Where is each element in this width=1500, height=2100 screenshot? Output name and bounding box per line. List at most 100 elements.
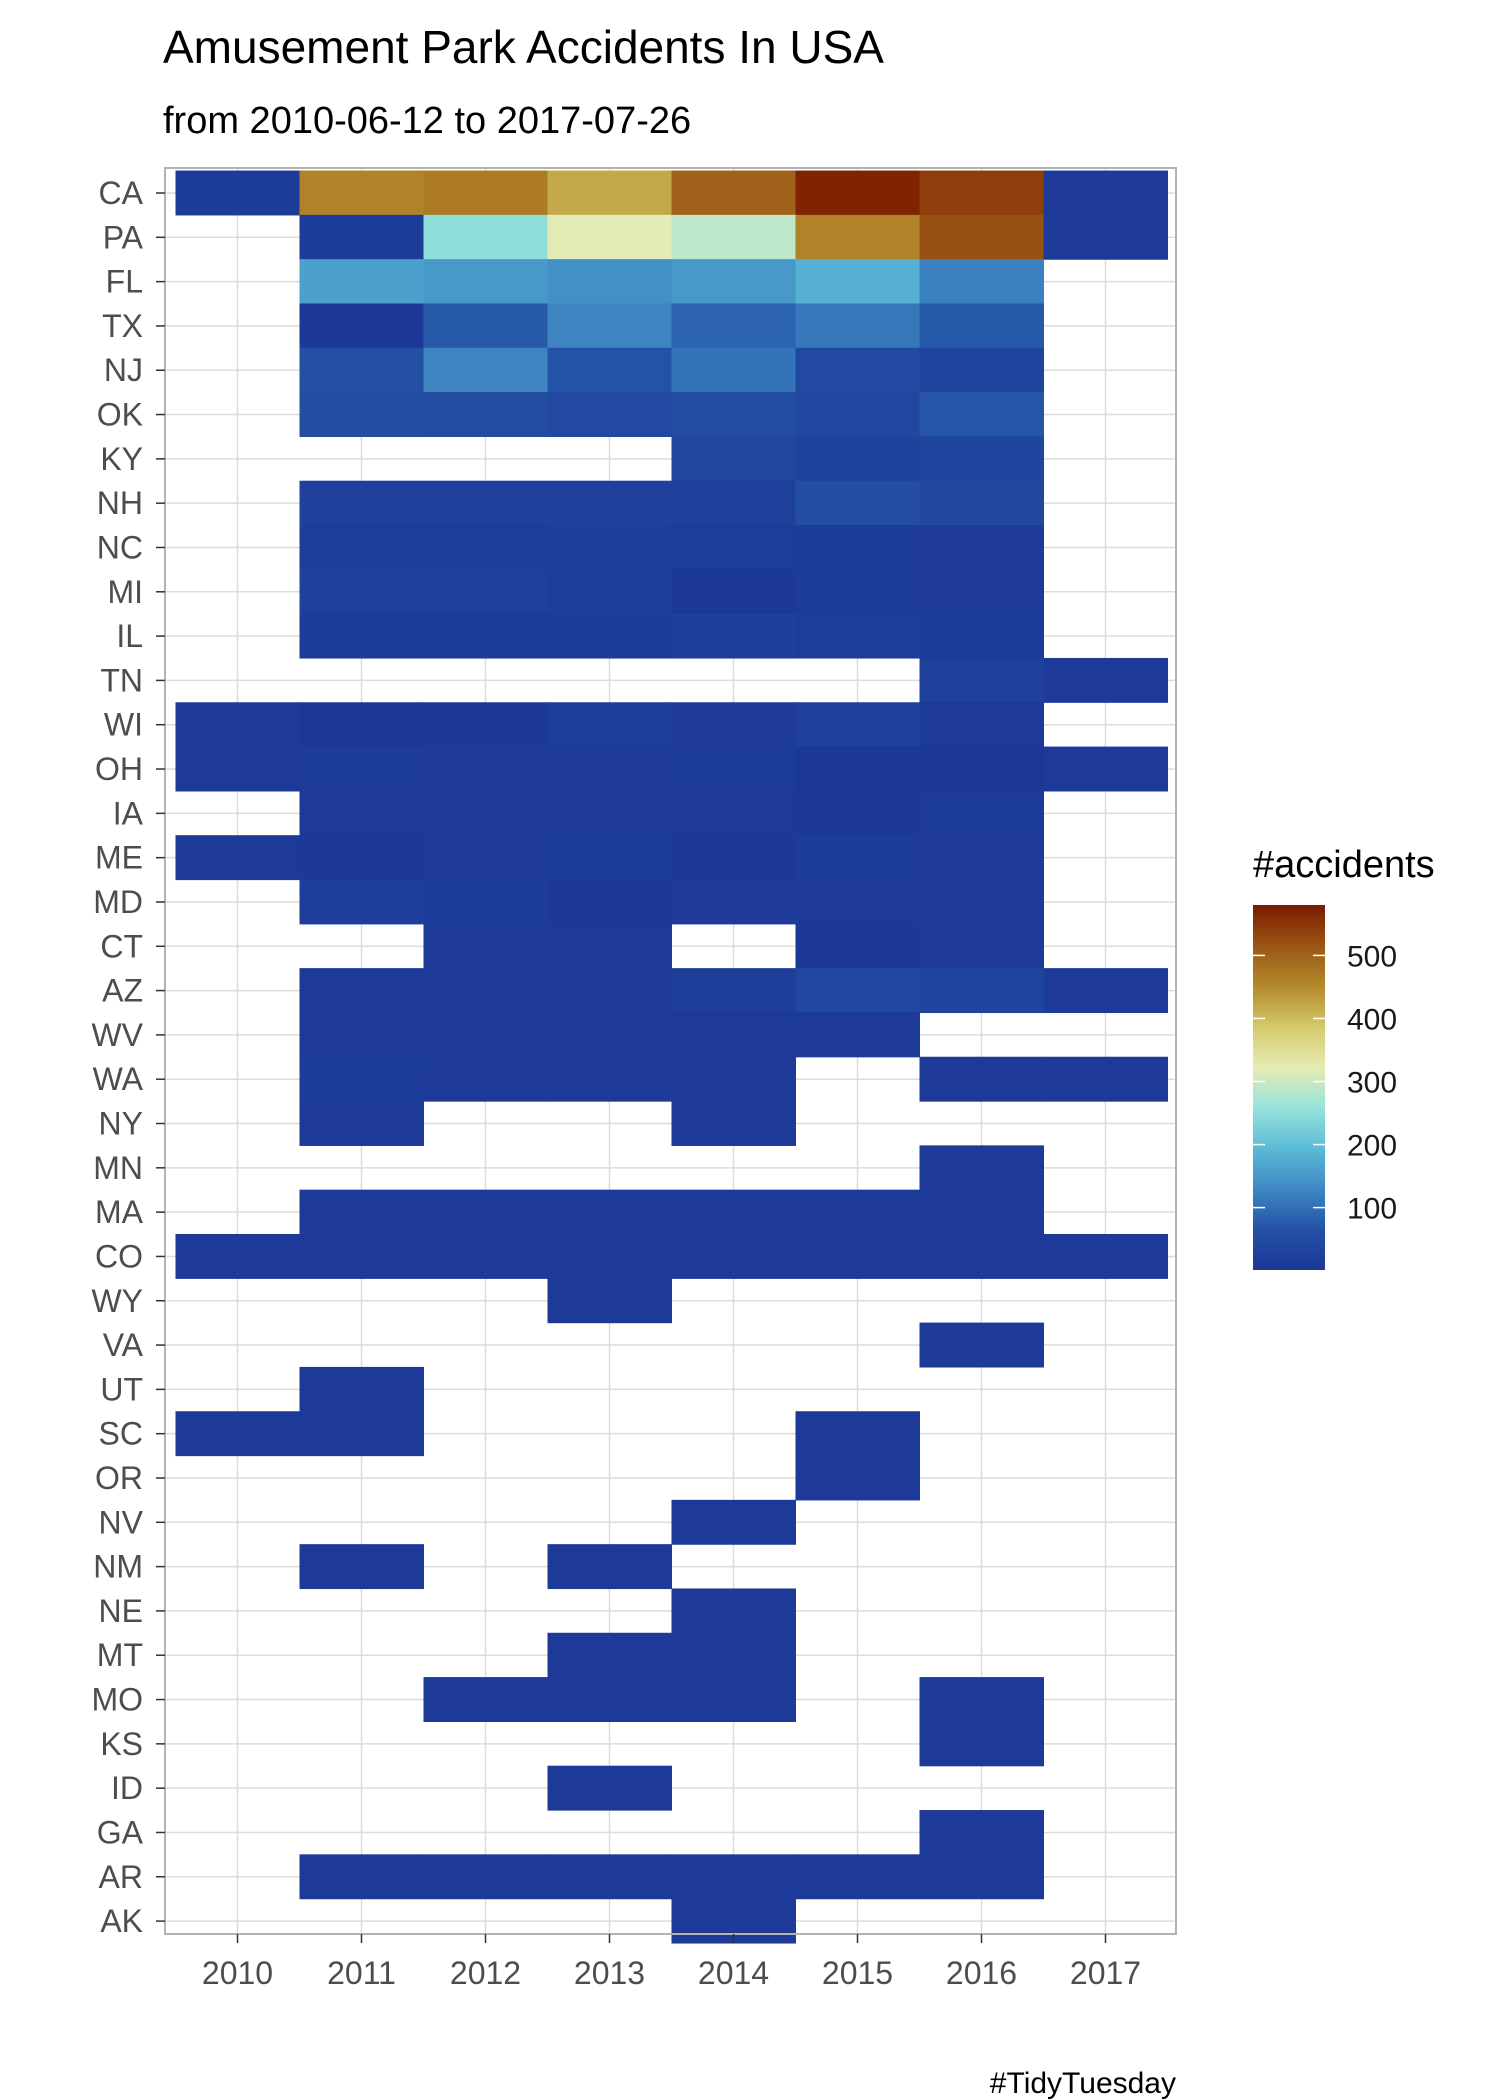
heatmap-cell-nj-2016	[919, 347, 1044, 393]
heatmap-cell-md-2015	[795, 879, 920, 925]
heatmap-cell-wi-2010	[175, 702, 300, 748]
heatmap-cell-oh-2011	[299, 746, 424, 792]
heatmap-cell-wa-2013	[547, 1056, 672, 1102]
y-tick-label: CA	[99, 175, 144, 211]
heatmap-cell-oh-2012	[423, 746, 548, 792]
heatmap-cell-ky-2015	[795, 436, 920, 482]
heatmap-cell-nh-2015	[795, 480, 920, 526]
heatmap-cell-nj-2014	[671, 347, 796, 393]
heatmap-cell-co-2010	[175, 1233, 300, 1279]
heatmap-cell-ar-2014	[671, 1854, 796, 1900]
heatmap-cell-wv-2011	[299, 1012, 424, 1058]
y-tick-label: TN	[100, 662, 143, 698]
heatmap-cell-co-2016	[919, 1233, 1044, 1279]
y-tick-label: AK	[100, 1903, 143, 1939]
y-tick-label: WV	[91, 1017, 143, 1053]
heatmap-cell-oh-2014	[671, 746, 796, 792]
heatmap-cell-mn-2016	[919, 1145, 1044, 1191]
heatmap-cell-mo-2013	[547, 1677, 672, 1722]
heatmap-cell-ny-2014	[671, 1101, 796, 1146]
legend-colorbar	[1253, 905, 1325, 1270]
heatmap-cell-ia-2015	[795, 790, 920, 836]
heatmap-cell-pa-2017	[1043, 214, 1168, 260]
heatmap-cell-co-2015	[795, 1233, 920, 1279]
heatmap-cell-az-2014	[671, 968, 796, 1014]
heatmap-cell-md-2016	[919, 879, 1044, 925]
heatmap-cell-ia-2011	[299, 790, 424, 836]
heatmap-cell-ca-2013	[547, 170, 672, 216]
y-tick-label: NH	[97, 485, 143, 521]
heatmap-cell-ky-2014	[671, 436, 796, 482]
heatmap-cell-ma-2014	[671, 1189, 796, 1235]
heatmap-cell-wi-2015	[795, 702, 920, 748]
y-tick-label: AR	[99, 1859, 143, 1895]
y-tick-label: CT	[100, 928, 143, 964]
x-tick-label: 2014	[698, 1955, 769, 1991]
heatmap-cell-wi-2013	[547, 702, 672, 748]
heatmap-cell-ma-2013	[547, 1189, 672, 1235]
y-tick-label: MD	[93, 884, 143, 920]
y-tick-label: CO	[95, 1238, 143, 1274]
y-tick-label: OK	[97, 397, 143, 433]
chart-caption: #TidyTuesday	[990, 2067, 1176, 2100]
heatmap-cell-nm-2011	[299, 1544, 424, 1590]
heatmap-cell-az-2011	[299, 968, 424, 1014]
heatmap-cell-oh-2017	[1043, 746, 1168, 792]
y-tick-label: WA	[93, 1061, 144, 1097]
heatmap-cell-az-2015	[795, 968, 920, 1014]
heatmap-cell-wa-2017	[1043, 1056, 1168, 1102]
heatmap-cell-oh-2016	[919, 746, 1044, 792]
heatmap-cell-co-2013	[547, 1233, 672, 1279]
heatmap-cell-ca-2012	[423, 170, 548, 216]
heatmap-cell-ia-2013	[547, 790, 672, 836]
y-tick-label: VA	[103, 1327, 144, 1363]
heatmap-cell-ca-2017	[1043, 170, 1168, 216]
heatmap-cell-wa-2011	[299, 1056, 424, 1102]
heatmap-cell-pa-2013	[547, 214, 672, 260]
heatmap-cell-il-2016	[919, 613, 1044, 659]
y-tick-label: OH	[95, 751, 143, 787]
legend-ticks: 100 200 300 400 500	[1253, 940, 1397, 1226]
heatmap-cell-oh-2015	[795, 746, 920, 792]
heatmap-cell-nh-2011	[299, 480, 424, 526]
heatmap-cell-wy-2013	[547, 1278, 672, 1324]
heatmap-cell-co-2012	[423, 1233, 548, 1279]
heatmap-cell-mi-2012	[423, 569, 548, 615]
heatmap-cell-md-2014	[671, 879, 796, 925]
legend: #accidents 100 200 300 400 500	[1253, 844, 1435, 1270]
y-tick-label: PA	[103, 219, 144, 255]
heatmap-cell-nj-2015	[795, 347, 920, 393]
heatmap-cell-wv-2013	[547, 1012, 672, 1058]
heatmap-cell-mi-2015	[795, 569, 920, 615]
y-tick-label: GA	[97, 1814, 144, 1850]
heatmap-cell-ar-2013	[547, 1854, 672, 1900]
heatmap-cell-me-2014	[671, 835, 796, 881]
heatmap-cell-ok-2013	[547, 392, 672, 438]
y-tick-label: KY	[100, 441, 143, 477]
heatmap-cell-co-2014	[671, 1233, 796, 1279]
x-tick-label: 2012	[450, 1955, 521, 1991]
y-tick-label: MI	[107, 574, 143, 610]
heatmap-cell-ct-2013	[547, 923, 672, 969]
heatmap-cell-ma-2016	[919, 1189, 1044, 1235]
heatmap-cell-ct-2015	[795, 923, 920, 969]
heatmap-cell-or-2015	[795, 1455, 920, 1501]
y-tick-label: OR	[95, 1460, 143, 1496]
heatmap-cell-wa-2012	[423, 1056, 548, 1102]
heatmap-cell-me-2012	[423, 835, 548, 881]
y-tick-label: NE	[99, 1593, 143, 1629]
heatmap-cell-fl-2015	[795, 259, 920, 305]
heatmap-cell-wv-2015	[795, 1012, 920, 1058]
heatmap-cell-va-2016	[919, 1322, 1044, 1368]
y-tick-label: MA	[95, 1194, 144, 1230]
heatmap-cell-ut-2011	[299, 1366, 424, 1412]
x-tick-label: 2013	[574, 1955, 645, 1991]
heatmap-cell-mt-2014	[671, 1632, 796, 1678]
y-tick-label: MO	[91, 1682, 143, 1718]
heatmap-cell-ok-2015	[795, 392, 920, 438]
heatmap-cell-wi-2011	[299, 702, 424, 748]
chart-subtitle: from 2010-06-12 to 2017-07-26	[163, 100, 691, 142]
heatmap-cell-mi-2016	[919, 569, 1044, 615]
y-tick-label: ME	[95, 840, 143, 876]
